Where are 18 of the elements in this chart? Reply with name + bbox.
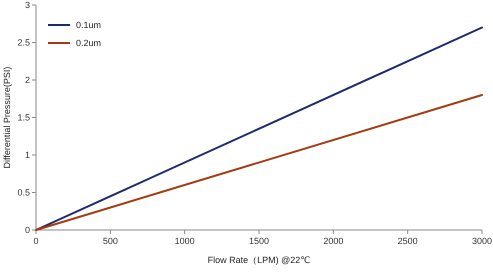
x-tick-label: 500 <box>102 236 118 246</box>
y-tick-label: 1.5 <box>17 112 30 123</box>
y-tick-label: 0.5 <box>17 188 30 198</box>
x-tick-label: 2000 <box>323 236 344 246</box>
y-tick-label: 0 <box>24 225 30 236</box>
x-tick-label: 2500 <box>398 236 418 246</box>
x-tick-label: 1000 <box>174 236 195 246</box>
y-tick-label: 1 <box>24 150 30 160</box>
x-tick-label: 1500 <box>248 236 270 246</box>
y-tick-label: 2.5 <box>17 38 30 48</box>
y-tick-label: 2 <box>24 75 30 86</box>
x-tick-label: 0 <box>33 236 39 246</box>
legend-label: 0.2um <box>76 38 102 48</box>
y-tick-label: 3 <box>24 0 30 10</box>
x-axis-title: Flow Rate（LPM) @22℃ <box>208 255 310 265</box>
legend-label: 0.1um <box>76 20 102 30</box>
x-tick-label: 3000 <box>472 236 492 246</box>
y-axis-title: Differential Pressure(PSI) <box>2 66 12 168</box>
